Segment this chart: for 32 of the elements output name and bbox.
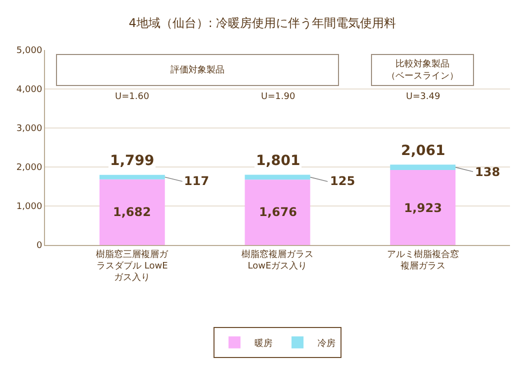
bar <box>244 174 310 180</box>
bar <box>99 174 165 180</box>
x-tick-label: 樹脂窓三層複層ガラスダブル LowEガス入り <box>96 248 170 284</box>
total-label: 2,061 <box>401 143 446 159</box>
annotation: U=1.90 <box>261 92 296 102</box>
data-label: 125 <box>330 174 356 188</box>
y-tick-label: 2,000 <box>16 163 42 174</box>
total-label: 1,799 <box>110 153 154 169</box>
y-tick-label: 5,000 <box>16 46 42 56</box>
y-tick-label: 0 <box>36 241 42 252</box>
annotation: U=1.60 <box>115 92 150 102</box>
data-label: 117 <box>184 174 210 188</box>
bar <box>390 164 456 170</box>
data-label: 1,923 <box>404 201 442 215</box>
legend-label: 暖房 <box>254 338 272 349</box>
total-label: 1,801 <box>256 153 300 169</box>
bar <box>390 170 456 245</box>
annotation: U=3.49 <box>406 92 440 102</box>
bar <box>99 179 165 245</box>
bar <box>244 180 310 245</box>
annotation: 評価対象製品 <box>170 64 224 76</box>
data-label: 1,676 <box>259 205 297 219</box>
annotation: 比較対象製品（ベースライン） <box>386 58 459 82</box>
x-tick-label: 樹脂窓複層ガラスLowEガス入り <box>242 248 314 272</box>
x-tick-label: アルミ樹脂複合窓複層ガラス <box>386 248 459 272</box>
data-label: 138 <box>475 165 500 179</box>
chart-title: 4地域（仙台）: 冷暖房使用に伴う年間電気使用料 <box>128 16 396 30</box>
y-tick-label: 1,000 <box>16 202 42 212</box>
y-tick-label: 4,000 <box>16 85 42 96</box>
legend-label: 冷房 <box>318 338 336 349</box>
y-tick-label: 3,000 <box>16 124 42 134</box>
data-label: 1,682 <box>113 205 151 219</box>
